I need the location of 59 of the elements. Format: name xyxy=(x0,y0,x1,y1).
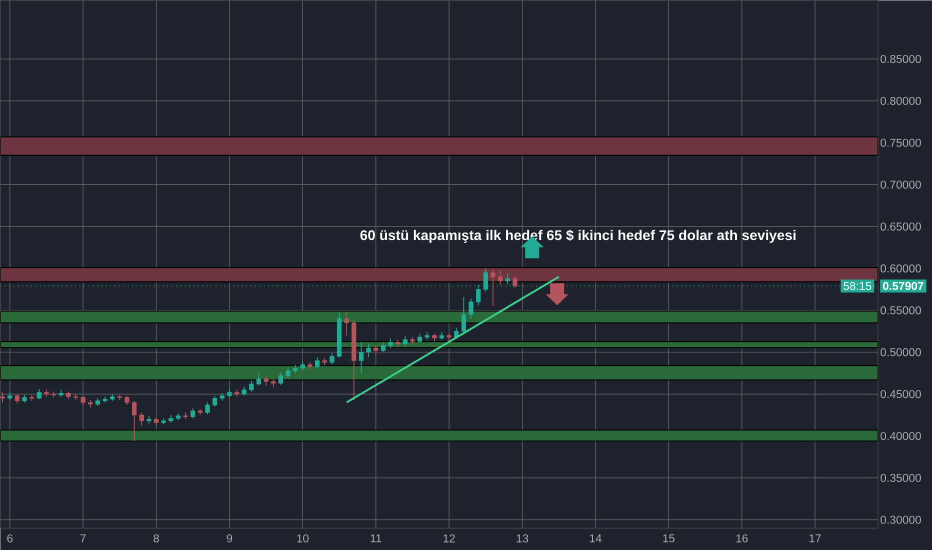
candlestick xyxy=(124,395,130,406)
annotation: 60 üstü kapamışta ilk hedef 65 $ ikinci hedef 75 dolar ath seviyesi xyxy=(360,230,796,243)
candlestick xyxy=(278,372,284,386)
x-tick-label: 13 xyxy=(516,534,528,542)
candlestick xyxy=(358,342,364,374)
candlestick xyxy=(498,270,503,286)
candlestick xyxy=(80,395,86,406)
y-tick-label: 0.40000 xyxy=(880,432,921,440)
y-tick-label: 0.70000 xyxy=(880,180,921,189)
x-tick-label: 17 xyxy=(810,534,821,542)
x-tick-label: 7 xyxy=(80,534,86,542)
candlestick xyxy=(242,386,246,396)
candlestick xyxy=(264,376,268,386)
candlestick xyxy=(461,296,466,334)
candlestick xyxy=(388,338,393,348)
candlestick xyxy=(36,388,42,400)
y-tick-label: 0.35000 xyxy=(880,474,921,482)
x-tick-label: 15 xyxy=(663,534,675,542)
y-tick-label: 0.30000 xyxy=(880,516,921,524)
candlestick xyxy=(490,268,496,307)
x-tick-label: 6 xyxy=(7,534,13,542)
candlestick xyxy=(366,343,371,358)
candlestick xyxy=(402,336,408,346)
y-tick-label: 0.85000 xyxy=(880,54,921,63)
candlestick xyxy=(256,372,262,386)
candlestick xyxy=(300,360,305,372)
annotation: 58:15 xyxy=(844,282,872,290)
ref-line-label: 0.57907 xyxy=(883,282,924,290)
candlestick xyxy=(505,272,510,285)
candlestick xyxy=(344,311,349,336)
candlestick xyxy=(314,356,320,369)
candlestick xyxy=(139,412,144,426)
x-tick-label: 11 xyxy=(370,534,382,542)
x-tick-label: 9 xyxy=(226,534,232,542)
x-tick-label: 12 xyxy=(444,534,455,542)
x-tick-label: 14 xyxy=(590,534,602,542)
x-tick-label: 10 xyxy=(297,534,309,542)
candlestick xyxy=(468,298,474,320)
candlestick xyxy=(132,400,137,442)
y-tick-label: 0.75000 xyxy=(880,138,921,147)
y-tick-label: 0.50000 xyxy=(880,348,921,356)
x-tick-label: 16 xyxy=(736,534,748,542)
y-tick-label: 0.60000 xyxy=(880,264,921,272)
candlestick xyxy=(417,333,422,344)
x-tick-label: 8 xyxy=(154,534,159,542)
candlestick xyxy=(249,380,254,392)
y-tick-label: 0.65000 xyxy=(880,222,921,231)
candlestick xyxy=(14,394,20,404)
candlestick xyxy=(286,366,290,379)
candlestick xyxy=(380,342,386,353)
y-tick-label: 0.45000 xyxy=(880,390,921,398)
y-tick-label: 0.55000 xyxy=(880,306,921,314)
candlestick xyxy=(205,402,210,415)
candlestick xyxy=(512,275,518,288)
candlestick xyxy=(190,408,196,419)
y-tick-label: 0.80000 xyxy=(880,96,921,105)
candlestick xyxy=(374,345,378,356)
candlestick xyxy=(330,352,334,364)
candlestick xyxy=(212,395,218,408)
